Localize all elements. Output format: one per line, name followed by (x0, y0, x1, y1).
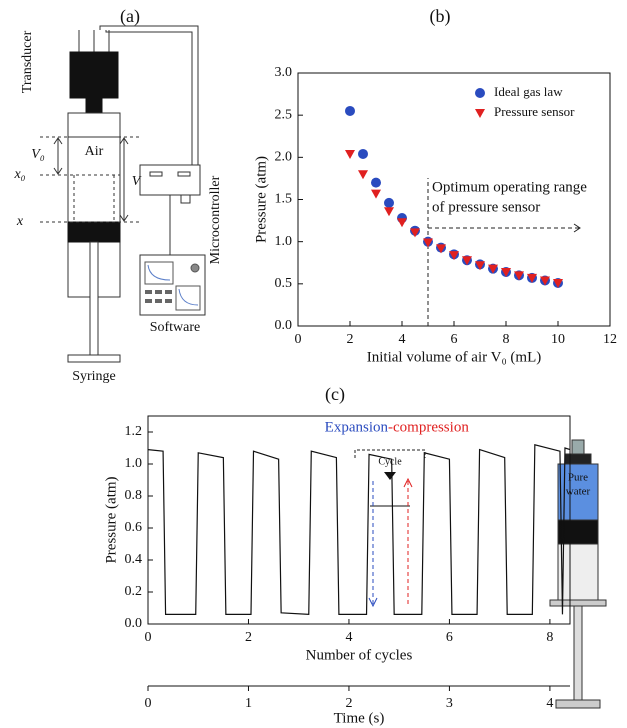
arrow-head (573, 223, 581, 233)
cycle-arrow (384, 472, 396, 480)
x-tick-label: 10 (551, 332, 565, 347)
point (436, 244, 446, 254)
point (410, 228, 420, 238)
y-tick-label: 1.5 (275, 192, 293, 207)
point (371, 177, 381, 188)
legend-label: Pressure sensor (494, 104, 575, 119)
y-tick-label: 2.0 (275, 150, 293, 165)
point (475, 261, 485, 271)
point (423, 238, 433, 248)
point (488, 264, 498, 274)
plot-frame (147, 415, 571, 625)
y-tick-label: 2.5 (275, 107, 293, 122)
x2-axis-label: Time (s) (334, 710, 385, 726)
point (527, 273, 537, 283)
x-axis-label: Number of cycles (306, 647, 413, 663)
x-tick-label: 8 (503, 332, 510, 347)
point (553, 278, 563, 288)
x-tick-label: 2 (245, 630, 252, 645)
annotation: Cycle (378, 456, 402, 467)
diagram-label: Software (150, 320, 201, 335)
x-tick-label: 8 (546, 630, 553, 645)
y-tick-label: 0.2 (125, 584, 143, 599)
annotation: of pressure sensor (432, 199, 540, 215)
point (345, 149, 355, 159)
x2-tick-label: 2 (345, 696, 352, 711)
diagram-label: Microcontroller (208, 175, 223, 264)
x2-tick-label: 0 (145, 696, 152, 711)
diagram-label: Air (85, 144, 104, 159)
point (358, 148, 368, 159)
y-tick-label: 1.0 (275, 234, 293, 249)
point (514, 271, 524, 281)
y-tick-label: 0.5 (275, 276, 293, 291)
panel-label: (c) (325, 384, 345, 405)
arrow-head (403, 477, 413, 488)
water-syringe (549, 439, 607, 709)
point (371, 189, 381, 199)
annotation: -compression (388, 419, 469, 435)
legend-marker (475, 88, 485, 98)
y-tick-label: 0.6 (125, 520, 143, 535)
bracket (354, 449, 426, 458)
x-tick-label: 2 (347, 332, 354, 347)
x-tick-label: 4 (345, 630, 352, 645)
x-axis-label: Initial volume of air V₀ (mL) (367, 349, 542, 365)
legend-marker (475, 109, 485, 118)
pressure-line (147, 444, 571, 616)
diagram-label: Pure (568, 472, 588, 484)
point (384, 207, 394, 217)
x-tick-label: 4 (399, 332, 406, 347)
y-tick-label: 0.0 (125, 616, 143, 631)
y-tick-label: 1.2 (125, 424, 143, 439)
panel-label: (b) (430, 6, 451, 27)
diagram-label: V₀ (31, 147, 45, 162)
point (540, 276, 550, 286)
point (501, 268, 511, 278)
x2-tick-label: 1 (245, 696, 252, 711)
y-axis-label: Pressure (atm) (253, 156, 269, 243)
y-axis-label: Pressure (atm) (103, 476, 119, 563)
diagram-label: x (16, 214, 24, 229)
point (358, 170, 368, 180)
x-tick-label: 6 (451, 332, 458, 347)
y-tick-label: 0.8 (125, 488, 143, 503)
panel-label: (a) (120, 6, 140, 27)
annotation: Expansion (325, 419, 389, 435)
diagram-label: Transducer (20, 30, 35, 93)
diagram-label: x₀ (13, 167, 25, 182)
x2-tick-label: 4 (546, 696, 553, 711)
x-tick-label: 0 (295, 332, 302, 347)
y-tick-label: 0.4 (125, 552, 143, 567)
x2-tick-label: 3 (446, 696, 453, 711)
point (397, 218, 407, 228)
annotation: Optimum operating range (432, 179, 587, 195)
y-tick-label: 3.0 (275, 65, 293, 80)
diagram-label: Syringe (72, 369, 116, 384)
point (462, 256, 472, 266)
syringe-diagram (40, 25, 206, 363)
x-tick-label: 0 (145, 630, 152, 645)
diagram-label: water (566, 486, 591, 498)
point (449, 251, 459, 261)
y-tick-label: 1.0 (125, 456, 143, 471)
legend-label: Ideal gas law (494, 84, 563, 99)
point (384, 197, 394, 208)
point (345, 105, 355, 116)
diagram-label: V (132, 174, 142, 189)
x-tick-label: 6 (446, 630, 453, 645)
x-tick-label: 12 (603, 332, 617, 347)
y-tick-label: 0.0 (275, 318, 293, 333)
arrow-head (368, 597, 378, 608)
